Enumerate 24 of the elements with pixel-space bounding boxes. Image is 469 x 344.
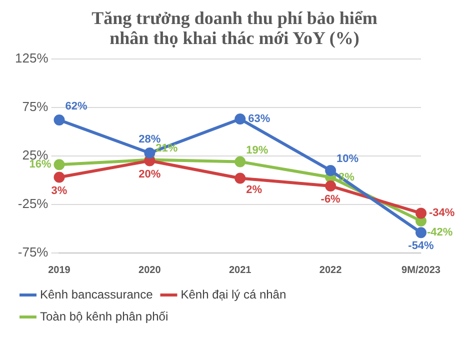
x-tick-label: 9M/2023 (402, 264, 441, 276)
data-label: -42% (427, 226, 453, 238)
y-tick-label: -25% (18, 196, 49, 212)
x-tick-label: 2022 (319, 264, 342, 276)
legend-label: Toàn bộ kênh phân phối (40, 309, 168, 324)
legend-label: Kênh đại lý cá nhân (180, 287, 286, 302)
x-tick-label: 2020 (138, 264, 162, 276)
data-label: 62% (65, 100, 88, 113)
data-label: 20% (138, 168, 161, 180)
data-label: -34% (429, 207, 455, 220)
x-tick-label: 2021 (229, 264, 252, 276)
data-label: -54% (408, 240, 434, 252)
chart-title: Tăng trưởng doanh thu phí bảo hiểm nhân thọ khai thác mới YoY (%) (90, 8, 378, 48)
y-tick-label: 125% (15, 50, 49, 66)
data-label: -6% (320, 194, 341, 206)
x-tick-label: 2019 (48, 264, 71, 276)
data-label: 3% (51, 184, 68, 197)
legend-label: Kênh bancassurance (40, 287, 154, 302)
data-label: 63% (248, 113, 270, 126)
y-tick-label: 75% (22, 98, 49, 114)
data-label: 2% (246, 184, 262, 196)
data-label: 19% (246, 144, 268, 156)
data-label: 10% (336, 152, 359, 165)
y-tick-label: -75% (18, 244, 49, 260)
